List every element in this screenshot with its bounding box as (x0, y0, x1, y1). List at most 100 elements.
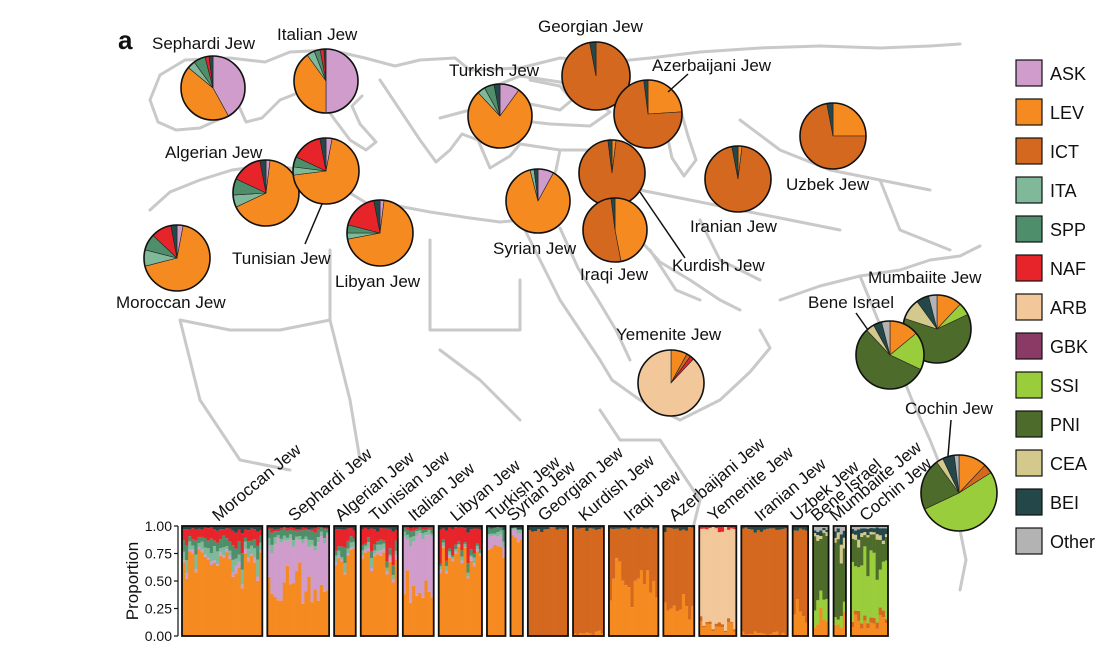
bar-segment-mumbaiite-jew-3-cea (839, 544, 844, 564)
bar-segment-libyan-jew-7-spp (457, 541, 461, 545)
bar-segment-moroccan-jew-6-ita (197, 542, 201, 548)
bar-segment-azerbaijani-jew-8-bei (684, 526, 689, 531)
bar-segment-turkish-jew-6-bei (502, 526, 506, 531)
legend-swatch-pni (1015, 410, 1043, 438)
bar-segment-sephardi-jew-19-ita (322, 538, 327, 544)
bar-segment-algerian-jew-3-spp (340, 546, 344, 558)
bar-segment-cochin-jew-5-ssi (863, 546, 867, 616)
bar-segment-libyan-jew-9-bei (463, 526, 467, 529)
bar-segment-kurdish-jew-5-lev (585, 632, 589, 636)
bar-segment-yemenite-jew-9-ict (723, 630, 728, 633)
bar-segment-sephardi-jew-18-lev (319, 584, 324, 636)
bar-segment-tunisian-jew-10-ask (388, 557, 392, 562)
bar-segment-italian-jew-3-ask (409, 546, 413, 603)
map-coast-europe (158, 42, 962, 77)
pie-label-italian-jew: Italian Jew (277, 25, 358, 44)
bar-segment-sephardi-jew-12-naf (301, 527, 305, 531)
bar-segment-sephardi-jew-5-ask (279, 542, 284, 601)
bar-segment-tunisian-jew-12-spp (394, 540, 399, 551)
bar-segment-yemenite-jew-2-ict (702, 625, 706, 628)
bar-segment-sephardi-jew-2-bei (270, 526, 274, 529)
bar-group-bene-israel (812, 525, 830, 637)
bar-segment-libyan-jew-3-ita (444, 566, 449, 571)
background-map (148, 42, 982, 592)
bar-segment-sephardi-jew-17-ita (316, 537, 321, 543)
bar-segment-sephardi-jew-9-lev (292, 583, 296, 636)
bar-segment-moroccan-jew-25-bei (256, 526, 260, 532)
bar-segment-azerbaijani-jew-7-bei (681, 526, 686, 530)
bar-segment-moroccan-jew-2-lev (185, 578, 189, 636)
bar-segment-cochin-jew-1-other (850, 526, 855, 530)
bar-segment-cochin-jew-11-ict (881, 610, 886, 618)
bar-segment-tunisian-jew-11-ita (391, 575, 396, 580)
bar-segment-uzbek-jew-3-bei (798, 526, 803, 529)
bar-segment-italian-jew-1-ask (402, 536, 407, 595)
bar-segment-moroccan-jew-3-ask (188, 549, 192, 552)
bar-segment-turkish-jew-2-ita (490, 533, 494, 536)
bar-segment-cochin-jew-8-ict (872, 617, 876, 624)
bar-segment-moroccan-jew-18-ita (234, 558, 238, 566)
pie-outline-syrian-jew (505, 168, 571, 234)
bar-segment-kurdish-jew-3-ict (579, 528, 583, 634)
pie-bene-israel (855, 320, 925, 390)
bar-segment-turkish-jew-3-bei (493, 526, 497, 528)
bar-segment-yemenite-jew-4-lev (708, 624, 712, 636)
bar-segment-libyan-jew-4-naf (447, 527, 452, 549)
bar-segment-iraqi-jew-7-lev (627, 587, 631, 636)
bar-segment-moroccan-jew-9-naf (206, 528, 211, 541)
bar-segment-azerbaijani-jew-4-bei (672, 526, 677, 529)
bar-segment-mumbaiite-jew-1-pni (833, 542, 837, 618)
bar-segment-iraqi-jew-9-lev (633, 580, 638, 636)
bar-segment-algerian-jew-4-bei (343, 526, 347, 530)
bar-segment-georgian-jew-8-ict (549, 527, 553, 636)
bar-segment-libyan-jew-1-ask (438, 569, 443, 574)
bar-segment-moroccan-jew-23-naf (249, 528, 254, 541)
bar-segment-sephardi-jew-19-spp (322, 529, 327, 538)
bar-segment-sephardi-jew-8-spp (288, 529, 293, 535)
bar-segment-mumbaiite-jew-1-cea (833, 537, 837, 543)
bar-segment-italian-jew-3-spp (409, 531, 413, 538)
bar-segment-bene-israel-3-lev (819, 607, 823, 636)
bar-segment-syrian-jew-3-lev (516, 542, 521, 636)
bar-segment-cochin-jew-6-other (866, 526, 870, 529)
bar-segment-moroccan-jew-3-lev (188, 551, 192, 636)
bar-segment-iraqi-jew-13-lev (646, 570, 650, 636)
pie-slice-iraqi-jew-lev (614, 197, 648, 262)
bar-segment-sephardi-jew-14-spp (307, 530, 311, 540)
bar-segment-algerian-jew-6-bei (349, 526, 353, 529)
bar-segment-cochin-jew-12-ssi (884, 560, 889, 620)
bar-segment-moroccan-jew-22-lev (246, 561, 251, 636)
bar-segment-iranian-jew-11-bei (772, 526, 776, 529)
bar-segment-iraqi-jew-14-ict (649, 527, 653, 593)
bar-segment-kurdish-jew-1-ict (573, 527, 577, 634)
bar-segment-sephardi-jew-6-ask (282, 540, 287, 583)
bar-segment-yemenite-jew-1-arb (699, 528, 703, 617)
bar-segment-tunisian-jew-8-ita (382, 543, 386, 549)
bar-segment-sephardi-jew-15-lev (310, 602, 314, 636)
bar-segment-sephardi-jew-6-naf (282, 527, 287, 529)
pie-italian-jew (293, 48, 359, 114)
bar-segment-iraqi-jew-4-lev (618, 561, 622, 636)
bar-segment-moroccan-jew-13-naf (219, 529, 223, 540)
bar-segment-sephardi-jew-7-lev (285, 565, 290, 636)
bar-group-sephardi-jew (266, 525, 331, 637)
bar-segment-algerian-jew-2-ask (337, 555, 341, 559)
bar-segment-iranian-jew-4-lev (750, 633, 754, 636)
bar-segment-libyan-jew-11-bei (469, 526, 473, 530)
bar-segment-moroccan-jew-19-ita (237, 554, 241, 562)
bar-segment-moroccan-jew-20-spp (240, 553, 245, 570)
bar-segment-moroccan-jew-20-naf (240, 533, 245, 554)
bar-segment-azerbaijani-jew-10-ict (691, 527, 695, 607)
bar-segment-bene-israel-2-ssi (816, 600, 820, 625)
bar-segment-libyan-jew-12-naf (472, 528, 477, 554)
bar-segment-turkish-jew-1-spp (486, 527, 491, 535)
bar-segment-sephardi-jew-15-naf (310, 528, 314, 531)
bar-segment-sephardi-jew-15-bei (310, 526, 314, 529)
bar-segment-algerian-jew-1-bei (334, 526, 338, 530)
bar-segment-moroccan-jew-14-spp (222, 535, 226, 548)
bar-segment-cochin-jew-7-ssi (869, 550, 873, 618)
bar-segment-moroccan-jew-12-bei (215, 526, 220, 531)
bar-segment-moroccan-jew-24-naf (253, 529, 257, 540)
bar-segment-sephardi-jew-17-spp (316, 529, 321, 538)
pie-label-georgian-jew: Georgian Jew (538, 17, 644, 36)
